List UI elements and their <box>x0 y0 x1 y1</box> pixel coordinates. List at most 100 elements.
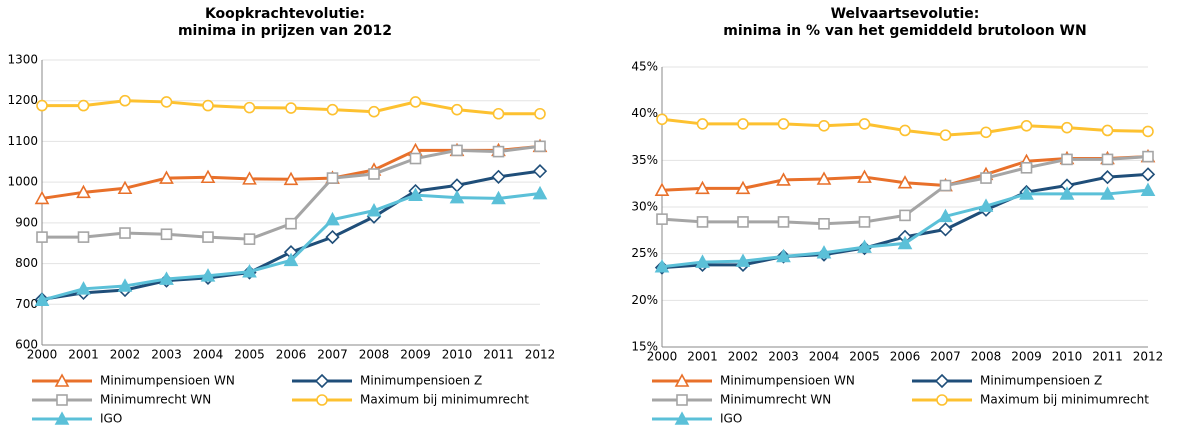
x-tick-label: 2000 <box>27 348 58 362</box>
x-tick-label: 2000 <box>647 350 678 364</box>
marker <box>119 227 131 239</box>
marker <box>408 187 423 201</box>
marker <box>674 411 690 425</box>
marker <box>1142 125 1154 138</box>
y-tick-label: 1200 <box>7 93 38 107</box>
marker <box>449 189 465 204</box>
marker <box>160 96 173 108</box>
marker <box>159 271 174 285</box>
marker <box>1100 186 1115 200</box>
x-tick-label: 2012 <box>525 348 556 362</box>
marker <box>532 164 548 179</box>
marker <box>695 180 710 195</box>
y-tick-label: 15% <box>631 340 658 354</box>
marker <box>737 216 749 228</box>
marker <box>857 239 872 253</box>
marker <box>77 231 90 243</box>
marker <box>76 281 91 295</box>
marker <box>980 126 992 139</box>
marker <box>117 180 133 195</box>
marker <box>654 259 670 273</box>
x-tick-label: 2003 <box>768 350 799 364</box>
marker <box>368 105 380 118</box>
marker <box>936 394 948 406</box>
x-tick-label: 2002 <box>728 350 759 364</box>
y-tick-label: 600 <box>15 338 38 352</box>
marker <box>858 216 871 228</box>
marker <box>283 252 299 267</box>
marker <box>492 107 505 120</box>
marker <box>316 394 328 406</box>
marker <box>242 171 257 185</box>
marker <box>776 172 791 186</box>
marker <box>897 175 913 189</box>
marker <box>735 180 751 195</box>
x-tick-label: 2005 <box>849 350 880 364</box>
chart-title: Koopkrachtevolutie: <box>205 6 365 22</box>
marker <box>1142 150 1154 163</box>
marker <box>938 222 953 237</box>
marker <box>366 202 382 217</box>
marker <box>816 245 832 259</box>
marker <box>696 118 709 130</box>
marker <box>1100 170 1115 185</box>
series-line <box>661 188 1149 269</box>
legend-label: Minimumpensioen WN <box>100 374 235 388</box>
marker <box>326 172 339 184</box>
y-tick-label: 1000 <box>7 175 38 189</box>
marker <box>939 179 952 192</box>
x-tick-label: 2005 <box>234 348 265 362</box>
marker <box>1020 120 1033 132</box>
marker <box>1140 167 1156 182</box>
x-tick-label: 2010 <box>442 348 473 362</box>
y-tick-label: 800 <box>15 256 38 270</box>
marker <box>980 172 992 184</box>
marker <box>409 152 422 165</box>
marker <box>325 211 340 226</box>
marker <box>243 101 256 114</box>
marker <box>491 169 506 184</box>
marker <box>676 394 688 406</box>
x-tick-label: 2010 <box>1052 350 1083 364</box>
marker <box>674 373 690 387</box>
legend-label: Maximum bij minimumrecht <box>360 393 529 407</box>
marker <box>818 218 830 230</box>
marker <box>409 96 422 108</box>
x-tick-label: 2006 <box>890 350 921 364</box>
y-tick-label: 20% <box>631 293 658 307</box>
x-tick-label: 2007 <box>317 348 348 362</box>
y-tick-label: 45% <box>631 60 658 74</box>
y-tick-label: 40% <box>631 106 658 120</box>
x-tick-label: 2012 <box>1133 350 1164 364</box>
marker <box>978 198 994 212</box>
x-tick-label: 2004 <box>193 348 224 362</box>
y-tick-label: 1100 <box>7 134 38 148</box>
x-tick-label: 2009 <box>1011 350 1042 364</box>
marker <box>777 118 790 130</box>
marker <box>696 216 709 228</box>
marker <box>776 248 791 263</box>
marker <box>818 120 830 132</box>
marker <box>451 103 463 116</box>
legend-label: Minimumpensioen Z <box>360 374 482 388</box>
marker <box>202 99 214 112</box>
marker <box>1061 153 1073 166</box>
chart-title: minima in prijzen van 2012 <box>178 23 392 39</box>
marker <box>200 169 216 184</box>
marker <box>534 107 546 120</box>
marker <box>491 190 506 205</box>
marker <box>326 103 339 116</box>
marker <box>36 231 48 243</box>
x-tick-label: 2011 <box>1092 350 1123 364</box>
marker <box>76 184 91 199</box>
y-tick-label: 700 <box>15 297 38 311</box>
chart-title: Welvaartsevolutie: <box>831 6 980 22</box>
x-tick-label: 2004 <box>809 350 840 364</box>
marker <box>119 94 131 107</box>
marker <box>858 118 871 130</box>
marker <box>695 254 710 268</box>
marker <box>77 99 90 112</box>
marker <box>1061 121 1073 134</box>
